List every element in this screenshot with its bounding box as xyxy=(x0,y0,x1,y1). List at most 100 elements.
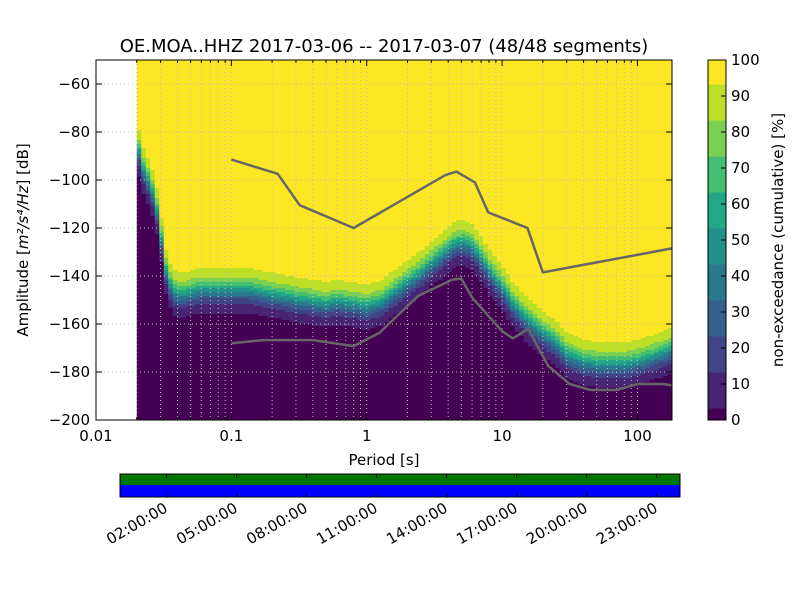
heatmap-cell xyxy=(496,270,502,277)
heatmap-cell xyxy=(150,188,156,193)
heatmap-column xyxy=(456,60,462,420)
heatmap-cell xyxy=(249,292,255,297)
heatmap-cell xyxy=(654,60,660,335)
heatmap-cell xyxy=(532,322,538,327)
heatmap-cell xyxy=(375,306,381,309)
heatmap-cell xyxy=(559,346,565,349)
heatmap-cell xyxy=(510,326,516,420)
y-tick-label: −160 xyxy=(49,315,90,333)
heatmap-cell xyxy=(415,252,421,263)
heatmap-cell xyxy=(294,308,300,315)
heatmap-cell xyxy=(595,352,601,357)
heatmap-cell xyxy=(424,60,430,247)
heatmap-cell xyxy=(235,288,241,293)
heatmap-cell xyxy=(487,60,493,251)
heatmap-cell xyxy=(217,298,223,305)
heatmap-cell xyxy=(393,296,399,301)
heatmap-cell xyxy=(298,324,304,420)
heatmap-cell xyxy=(168,308,174,420)
heatmap-cell xyxy=(442,240,448,245)
heatmap-cell xyxy=(447,248,453,251)
y-axis-ticks: −60 −80 −100 −120 −140 −160 −180 −200 xyxy=(49,75,672,429)
heatmap-cell xyxy=(487,264,493,269)
heatmap-cell xyxy=(649,336,655,345)
heatmap-cell xyxy=(582,358,588,363)
heatmap-cell xyxy=(663,354,669,359)
heatmap-cell xyxy=(177,296,183,301)
heatmap-cell xyxy=(231,286,237,289)
heatmap-cell xyxy=(460,252,466,257)
heatmap-cell xyxy=(168,290,174,295)
heatmap-cell xyxy=(343,326,349,420)
heatmap-cell xyxy=(159,248,165,255)
heatmap-cell xyxy=(510,302,516,307)
colorbar-tick-label: 60 xyxy=(731,195,750,213)
heatmap-cell xyxy=(469,260,475,271)
colorbar-band xyxy=(708,192,726,205)
y-axis-label: Amplitude [m²/s⁴/Hz] [dB] xyxy=(14,143,32,336)
heatmap-cell xyxy=(375,326,381,420)
heatmap-cell xyxy=(325,326,331,420)
heatmap-cell xyxy=(541,330,547,333)
heatmap-cell xyxy=(550,346,556,351)
heatmap-cell xyxy=(163,284,169,295)
heatmap-cell xyxy=(325,312,331,319)
heatmap-cell xyxy=(663,348,669,353)
heatmap-cell xyxy=(222,314,228,420)
heatmap-cell xyxy=(253,60,259,271)
heatmap-column xyxy=(474,60,480,420)
heatmap-cell xyxy=(627,356,633,361)
heatmap-cell xyxy=(636,348,642,355)
colorbar: 0 10 20 30 40 50 60 70 80 90 100 xyxy=(707,51,760,429)
heatmap-cell xyxy=(429,266,435,269)
heatmap-column xyxy=(361,60,367,420)
heatmap-cell xyxy=(636,340,642,349)
heatmap-cell xyxy=(523,318,529,321)
heatmap-cell xyxy=(366,284,372,295)
heatmap-cell xyxy=(379,300,385,305)
heatmap-cell xyxy=(159,242,165,247)
heatmap-cell xyxy=(262,308,268,317)
heatmap-cell xyxy=(276,60,282,275)
heatmap-cell xyxy=(505,320,511,420)
heatmap-cell xyxy=(654,352,660,355)
heatmap-cell xyxy=(190,290,196,295)
y-axis-label-math: m²/s⁴/Hz xyxy=(14,184,32,249)
heatmap-cell xyxy=(537,336,543,341)
heatmap-cell xyxy=(339,290,345,295)
heatmap-cell xyxy=(604,360,610,365)
heatmap-cell xyxy=(217,278,223,283)
heatmap-cell xyxy=(483,274,489,281)
heatmap-cell xyxy=(442,260,448,267)
heatmap-cell xyxy=(393,300,399,307)
colorbar-label: non-exceedance (cumulative) [%] xyxy=(769,113,787,367)
heatmap-cell xyxy=(267,308,273,319)
heatmap-cell xyxy=(397,266,403,277)
heatmap-cell xyxy=(298,306,304,311)
heatmap-cell xyxy=(244,304,250,315)
colorbar-band xyxy=(708,72,726,85)
heatmap-cell xyxy=(213,282,219,287)
heatmap-cell xyxy=(451,60,457,223)
heatmap-cell xyxy=(388,294,394,297)
heatmap-cell xyxy=(631,340,637,351)
heatmap-cell xyxy=(487,260,493,265)
heatmap-cell xyxy=(649,380,655,420)
heatmap-cell xyxy=(456,238,462,243)
heatmap-cell xyxy=(339,294,345,299)
heatmap-cell xyxy=(348,312,354,319)
heatmap-cell xyxy=(244,286,250,289)
heatmap-cell xyxy=(150,180,156,185)
x-tick-label: 100 xyxy=(623,427,652,445)
heatmap-cell xyxy=(649,372,655,381)
heatmap-cell xyxy=(150,194,156,199)
heatmap-cell xyxy=(406,286,412,291)
heatmap-cell xyxy=(514,314,520,319)
heatmap-cell xyxy=(645,350,651,355)
heatmap-cell xyxy=(276,310,282,319)
heatmap-cell xyxy=(604,356,610,361)
heatmap-cell xyxy=(312,294,318,299)
heatmap-cell xyxy=(141,60,147,149)
heatmap-column xyxy=(451,60,457,420)
heatmap-cell xyxy=(451,248,457,251)
